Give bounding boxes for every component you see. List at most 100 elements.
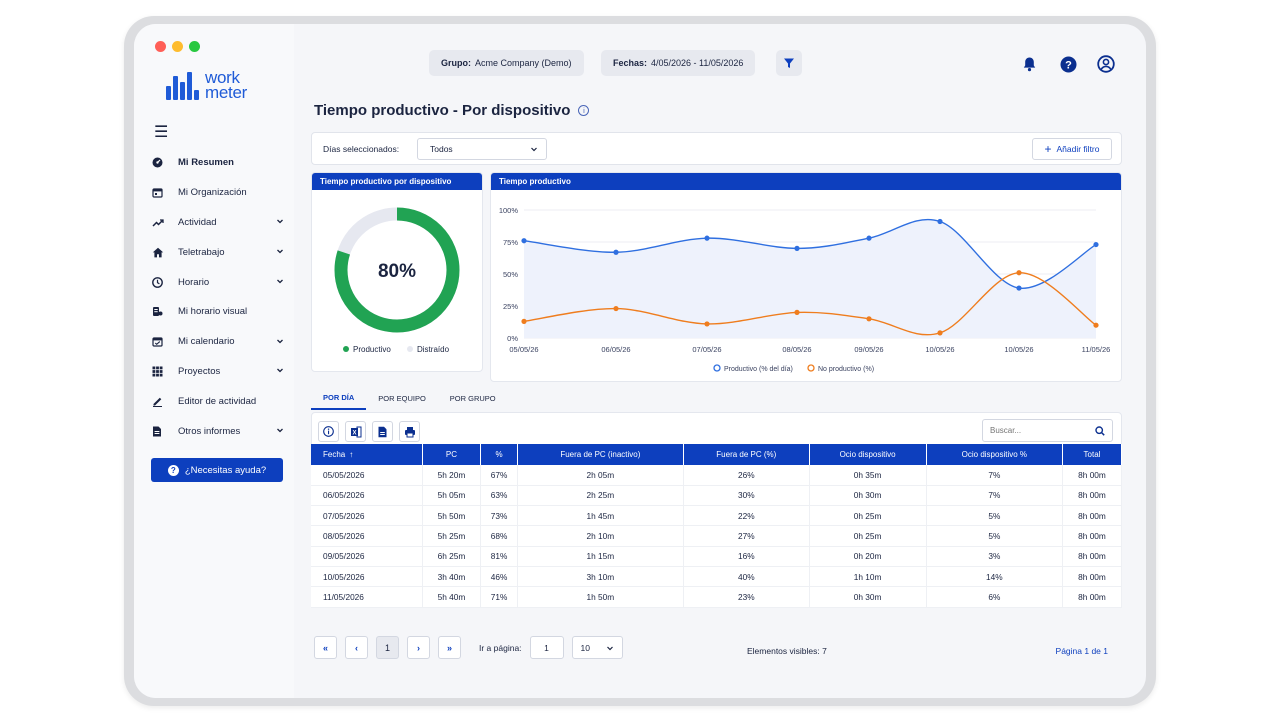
sidebar-item-mi-calendario[interactable]: Mi calendario xyxy=(152,327,284,357)
tab-por-equipo[interactable]: POR EQUIPO xyxy=(378,393,426,403)
data-point[interactable] xyxy=(704,235,710,241)
table-search[interactable] xyxy=(982,419,1113,442)
tab-por-grupo[interactable]: POR GRUPO xyxy=(449,393,496,403)
chevron-down-icon xyxy=(276,366,284,376)
days-label: Días seleccionados: xyxy=(323,144,400,154)
last-page-button[interactable]: » xyxy=(438,636,461,659)
data-point[interactable] xyxy=(794,309,800,315)
column-header[interactable]: Fecha ↑ xyxy=(311,444,423,465)
table-cell: 8h 00m xyxy=(1062,586,1122,608)
sidebar-item-proyectos[interactable]: Proyectos xyxy=(152,357,284,387)
data-point[interactable] xyxy=(1093,322,1099,328)
notifications-button[interactable] xyxy=(1020,55,1038,73)
data-point[interactable] xyxy=(521,318,527,324)
column-header[interactable]: % xyxy=(480,444,518,465)
donut-productive-arc xyxy=(334,207,460,333)
search-icon[interactable] xyxy=(1095,425,1105,436)
table-cell: 67% xyxy=(480,465,518,486)
x-tick-label: 10/05/26 xyxy=(925,345,954,354)
table-row[interactable]: 06/05/2026 5h 05m 63% 2h 25m 30% 0h 30m 7% 8h 0… xyxy=(311,485,1122,507)
info-icon[interactable]: i xyxy=(578,105,590,116)
export-pdf-button[interactable] xyxy=(372,421,393,442)
column-header[interactable]: Fuera de PC (%) xyxy=(683,444,810,465)
current-page-button[interactable]: 1 xyxy=(376,636,399,659)
data-point[interactable] xyxy=(521,238,527,244)
profile-button[interactable] xyxy=(1097,55,1115,73)
help-top-button[interactable]: ? xyxy=(1059,55,1077,73)
data-point[interactable] xyxy=(794,245,800,251)
sidebar-item-actividad[interactable]: Actividad xyxy=(152,208,284,238)
first-page-button[interactable]: « xyxy=(314,636,337,659)
legend-label: Productivo (% del día) xyxy=(724,366,793,373)
column-header-label: Fuera de PC (inactivo) xyxy=(560,450,641,459)
x-tick-label: 11/05/26 xyxy=(1082,345,1111,354)
tab-por-día[interactable]: POR DÍA xyxy=(311,386,367,410)
x-tick-label: 05/05/26 xyxy=(509,345,538,354)
data-point[interactable] xyxy=(937,218,943,225)
sidebar-item-mi-resumen[interactable]: Mi Resumen xyxy=(152,148,284,178)
data-point[interactable] xyxy=(613,305,619,312)
line-chart-card: Tiempo productivo 100% 75% 50% 25% 0% 05/05/2… xyxy=(490,172,1122,382)
table-cell: 7% xyxy=(926,465,1064,486)
workmeter-logo[interactable]: work meter xyxy=(166,69,247,101)
sidebar-item-teletrabajo[interactable]: Teletrabajo xyxy=(152,237,284,267)
table-header-row: Fecha ↑ PC% Fuera de PC (inactivo) Fuera de … xyxy=(311,444,1122,465)
column-header[interactable]: PC xyxy=(422,444,482,465)
x-tick-label: 06/05/26 xyxy=(601,345,630,354)
table-row[interactable]: 07/05/2026 5h 50m 73% 1h 45m 22% 0h 25m 5% 8h 0… xyxy=(311,505,1122,527)
table-info-button[interactable] xyxy=(318,421,339,442)
date-range-selector[interactable]: Fechas: 4/05/2026 - 11/05/2026 xyxy=(601,50,756,76)
table-cell: 22% xyxy=(683,505,810,527)
sidebar-item-otros-informes[interactable]: Otros informes xyxy=(152,416,284,446)
data-point[interactable] xyxy=(1016,270,1022,276)
data-table: Fecha ↑ PC% Fuera de PC (inactivo) Fuera de … xyxy=(311,444,1122,608)
next-page-button[interactable]: › xyxy=(407,636,430,659)
page-size-select[interactable]: 10 xyxy=(571,636,623,659)
sidebar-item-label: Proyectos xyxy=(178,365,221,377)
data-point[interactable] xyxy=(866,316,872,322)
sidebar-item-mi-organización[interactable]: Mi Organización xyxy=(152,178,284,208)
days-select[interactable]: Todos xyxy=(417,138,547,160)
group-selector[interactable]: Grupo: Acme Company (Demo) xyxy=(429,50,584,76)
table-cell: 0h 25m xyxy=(809,525,927,547)
column-header[interactable]: Ocio dispositivo % xyxy=(926,444,1064,465)
data-point[interactable] xyxy=(1016,285,1022,291)
column-header[interactable]: Fuera de PC (inactivo) xyxy=(517,444,685,465)
sidebar-item-horario[interactable]: Horario xyxy=(152,267,284,297)
help-button[interactable]: ? ¿Necesitas ayuda? xyxy=(151,458,283,482)
data-point[interactable] xyxy=(866,235,872,241)
data-point[interactable] xyxy=(704,321,710,327)
table-row[interactable]: 09/05/2026 6h 25m 81% 1h 15m 16% 0h 20m 3% 8h 0… xyxy=(311,546,1122,567)
table-row[interactable]: 05/05/2026 5h 20m 67% 2h 05m 26% 0h 35m 7% 8h 0… xyxy=(311,465,1122,486)
data-point[interactable] xyxy=(613,249,619,255)
chevron-down-icon xyxy=(276,217,284,227)
close-window-dot[interactable] xyxy=(155,41,166,52)
prev-page-button[interactable]: ‹ xyxy=(345,636,368,659)
column-header[interactable]: Total xyxy=(1062,444,1122,465)
export-excel-button[interactable]: X xyxy=(345,421,366,442)
sidebar-item-label: Horario xyxy=(178,276,210,288)
legend-label: No productivo (%) xyxy=(818,366,874,373)
sort-ascending-icon[interactable]: ↑ xyxy=(349,450,354,459)
search-input[interactable] xyxy=(990,426,1090,435)
table-row[interactable]: 08/05/2026 5h 25m 68% 2h 10m 27% 0h 25m 5% 8h 0… xyxy=(311,525,1122,547)
plus-icon: + xyxy=(1044,142,1052,156)
go-to-page-input[interactable]: 1 xyxy=(529,636,564,659)
y-tick-label: 50% xyxy=(503,270,518,279)
print-button[interactable] xyxy=(399,421,420,442)
menu-toggle-icon[interactable]: ☰ xyxy=(154,124,169,141)
maximize-window-dot[interactable] xyxy=(189,41,200,52)
table-row[interactable]: 11/05/2026 5h 40m 71% 1h 50m 23% 0h 30m 6% 8h 0… xyxy=(311,586,1122,608)
table-row[interactable]: 10/05/2026 3h 40m 46% 3h 10m 40% 1h 10m 14% 8h … xyxy=(311,566,1122,588)
sidebar-item-label: Mi Organización xyxy=(178,187,247,199)
filter-button[interactable] xyxy=(776,50,802,76)
table-cell: 2h 05m xyxy=(517,465,685,486)
table-cell: 30% xyxy=(683,485,810,507)
column-header[interactable]: Ocio dispositivo xyxy=(809,444,927,465)
minimize-window-dot[interactable] xyxy=(172,41,183,52)
add-filter-button[interactable]: + Añadir filtro xyxy=(1032,138,1112,160)
sidebar-item-editor-de-actividad[interactable]: Editor de actividad xyxy=(152,386,284,416)
sidebar-item-mi-horario-visual[interactable]: Mi horario visual xyxy=(152,297,284,327)
data-point[interactable] xyxy=(937,330,943,336)
data-point[interactable] xyxy=(1093,241,1099,248)
